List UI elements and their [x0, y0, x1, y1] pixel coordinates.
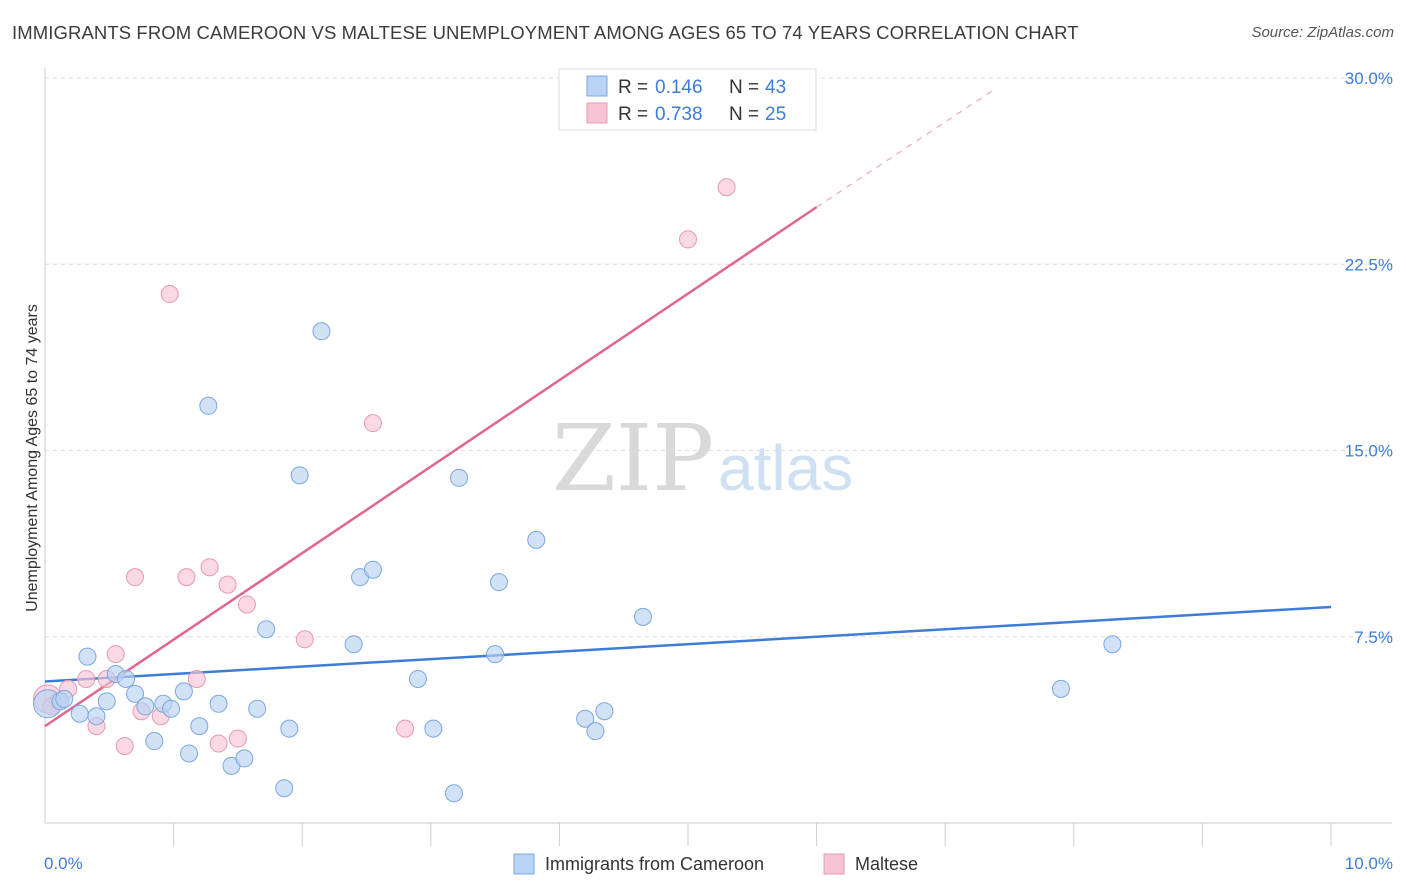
bottom-legend-swatch-cameroon — [513, 853, 535, 875]
cameroon-point — [199, 396, 218, 415]
y-tick-label: 22.5% — [1345, 255, 1393, 274]
cameroon-point — [595, 702, 614, 721]
legend-swatch-maltese — [586, 102, 608, 124]
maltese-point — [209, 734, 228, 753]
bottom-legend-cameroon: Immigrants from Cameroon — [545, 854, 764, 874]
legend-r-label-2: R = — [618, 104, 648, 125]
cameroon-point — [248, 699, 267, 718]
maltese-point — [295, 630, 314, 649]
cameroon-point — [486, 645, 505, 664]
cameroon-point — [527, 530, 546, 549]
cameroon-point — [162, 699, 181, 718]
cameroon-point — [363, 560, 382, 579]
bottom-legend: Immigrants from Cameroon Maltese — [513, 853, 918, 875]
y-tick-label: 7.5% — [1354, 628, 1393, 647]
y-axis-label: Unemployment Among Ages 65 to 74 years — [24, 304, 41, 612]
legend-n-value-2: 25 — [765, 104, 786, 125]
axes — [44, 68, 1392, 846]
maltese-point — [228, 729, 247, 748]
cameroon-point — [312, 322, 331, 341]
cameroon-point — [489, 573, 508, 592]
legend-n-label-2: N = — [729, 104, 759, 125]
cameroon-point — [190, 717, 209, 736]
cameroon-point — [576, 709, 595, 728]
x-tick-label-max: 10.0% — [1345, 854, 1393, 873]
maltese-point — [363, 414, 382, 433]
points — [33, 178, 1122, 803]
cameroon-point — [1103, 635, 1122, 654]
cameroon-point — [290, 466, 309, 485]
maltese-point — [396, 719, 415, 738]
trendlines — [44, 87, 1332, 728]
cameroon-point — [586, 722, 605, 741]
maltese-point — [218, 575, 237, 594]
chart-title: IMMIGRANTS FROM CAMEROON VS MALTESE UNEM… — [12, 22, 1079, 43]
maltese-point — [717, 178, 736, 197]
maltese-trendline-extension — [816, 87, 997, 208]
cameroon-point — [78, 647, 97, 666]
cameroon-point — [633, 607, 652, 626]
cameroon-trendline — [44, 605, 1332, 683]
x-tick-label-min: 0.0% — [44, 854, 83, 873]
maltese-point — [77, 669, 96, 688]
cameroon-point — [275, 779, 294, 798]
legend-box: R = 0.146 N = 43 R = 0.738 N = 25 — [558, 68, 817, 131]
y-tick-label: 30.0% — [1345, 69, 1393, 88]
legend-n-label-1: N = — [729, 77, 759, 98]
cameroon-point — [126, 684, 145, 703]
cameroon-point — [424, 719, 443, 738]
cameroon-point — [70, 704, 89, 723]
cameroon-point — [145, 732, 164, 751]
legend-n-value-1: 43 — [765, 77, 786, 98]
maltese-point — [187, 669, 206, 688]
tick-labels: 7.5% 15.0% 22.5% 30.0% 0.0% 10.0% — [44, 69, 1393, 873]
maltese-point — [237, 595, 256, 614]
bottom-legend-swatch-maltese — [823, 853, 845, 875]
watermark-atlas: atlas — [718, 432, 853, 504]
cameroon-point — [136, 697, 155, 716]
cameroon-point — [1051, 679, 1070, 698]
cameroon-point — [180, 744, 199, 763]
cameroon-point — [55, 689, 74, 708]
cameroon-point — [408, 669, 427, 688]
cameroon-point — [344, 635, 363, 654]
cameroon-point — [450, 468, 469, 487]
legend-swatch-cameroon — [586, 75, 608, 97]
grid — [45, 77, 1392, 638]
maltese-point — [126, 568, 145, 587]
bottom-legend-maltese: Maltese — [855, 854, 918, 874]
cameroon-point — [235, 749, 254, 768]
maltese-point — [160, 285, 179, 304]
legend-r-label-1: R = — [618, 77, 648, 98]
maltese-trendline — [44, 206, 818, 728]
cameroon-point — [97, 692, 116, 711]
legend-r-value-1: 0.146 — [655, 77, 703, 98]
cameroon-point — [257, 620, 276, 639]
cameroon-point — [87, 707, 106, 726]
cameroon-point — [117, 669, 136, 688]
maltese-point — [200, 558, 219, 577]
cameroon-point — [444, 784, 463, 803]
maltese-point — [106, 645, 125, 664]
source-credit: Source: ZipAtlas.com — [1251, 24, 1394, 41]
maltese-point — [679, 230, 697, 249]
y-tick-label: 15.0% — [1345, 442, 1393, 461]
cameroon-point — [209, 694, 228, 713]
legend-r-value-2: 0.738 — [655, 104, 703, 125]
maltese-point — [177, 568, 196, 587]
cameroon-point — [280, 719, 299, 738]
maltese-point — [115, 737, 134, 756]
cameroon-point — [174, 682, 193, 701]
watermark-zip: ZIP — [552, 405, 714, 512]
